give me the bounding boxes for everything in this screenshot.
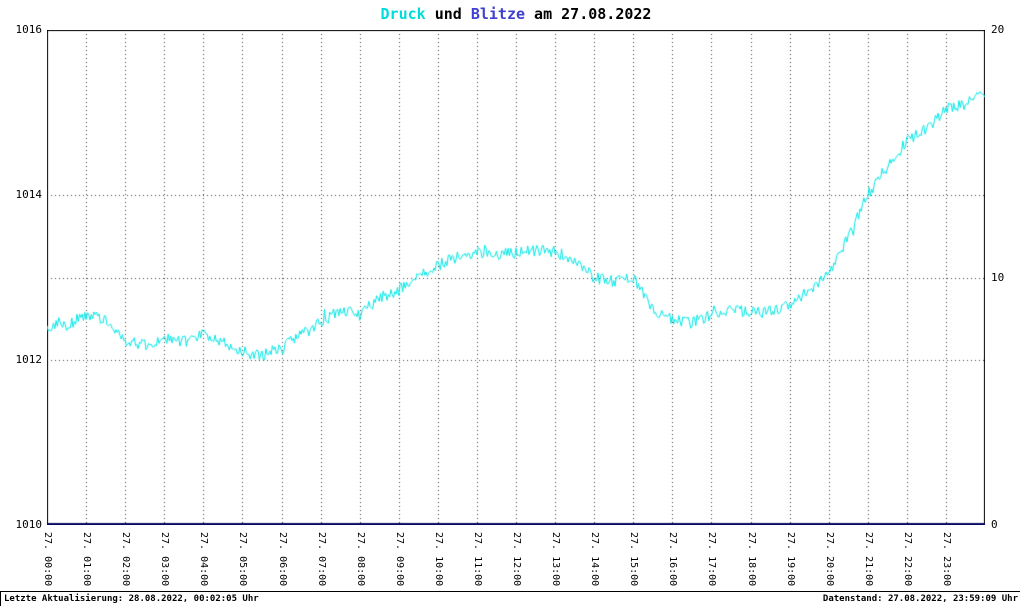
x-tick-label: 27. 11:00: [472, 532, 483, 587]
y-left-tick-label: 1016: [15, 23, 43, 36]
status-bar: Letzte Aktualisierung: 28.08.2022, 00:02…: [0, 591, 1020, 606]
x-tick-label: 27. 19:00: [785, 532, 796, 587]
x-tick-label: 27. 04:00: [198, 532, 209, 587]
x-tick-label: 27. 15:00: [628, 532, 639, 587]
x-tick-label: 27. 06:00: [277, 532, 288, 587]
y-right-tick-label: 20: [991, 23, 1005, 36]
x-tick-label: 27. 22:00: [902, 532, 913, 587]
x-tick-label: 27. 18:00: [746, 532, 757, 587]
x-tick-label: 27. 12:00: [511, 532, 522, 587]
y-right-tick-label: 10: [991, 271, 1005, 284]
y-right-tick-label: 0: [991, 518, 998, 531]
x-tick-label: 27. 08:00: [355, 532, 366, 587]
x-tick-label: 27. 03:00: [159, 532, 170, 587]
chart-title-und: und: [425, 5, 471, 23]
last-update-text: Letzte Aktualisierung: 28.08.2022, 00:02…: [4, 594, 259, 604]
x-tick-label: 27. 16:00: [667, 532, 678, 587]
x-tick-label: 27. 23:00: [941, 532, 952, 587]
x-tick-label: 27. 14:00: [589, 532, 600, 587]
x-tick-label: 27. 09:00: [394, 532, 405, 587]
chart-title: Druck und Blitze am 27.08.2022: [47, 5, 985, 23]
data-timestamp-text: Datenstand: 27.08.2022, 23:59:09 Uhr: [822, 594, 1018, 604]
plot-area: [47, 30, 985, 525]
x-tick-label: 27. 17:00: [706, 532, 717, 587]
chart-title-druck: Druck: [380, 5, 426, 23]
chart-title-date: am 27.08.2022: [525, 5, 652, 23]
y-left-tick-label: 1014: [15, 188, 43, 201]
x-tick-label: 27. 05:00: [237, 532, 248, 587]
x-tick-label: 27. 10:00: [433, 532, 444, 587]
chart-title-blitze: Blitze: [470, 5, 526, 23]
x-tick-label: 27. 07:00: [316, 532, 327, 587]
x-tick-label: 27. 02:00: [120, 532, 131, 587]
x-tick-label: 27. 21:00: [863, 532, 874, 587]
x-tick-label: 27. 01:00: [81, 532, 92, 587]
x-tick-label: 27. 00:00: [42, 532, 53, 587]
y-left-tick-label: 1012: [15, 353, 43, 366]
y-left-tick-label: 1010: [15, 518, 43, 531]
x-tick-label: 27. 13:00: [550, 532, 561, 587]
x-tick-label: 27. 20:00: [824, 532, 835, 587]
